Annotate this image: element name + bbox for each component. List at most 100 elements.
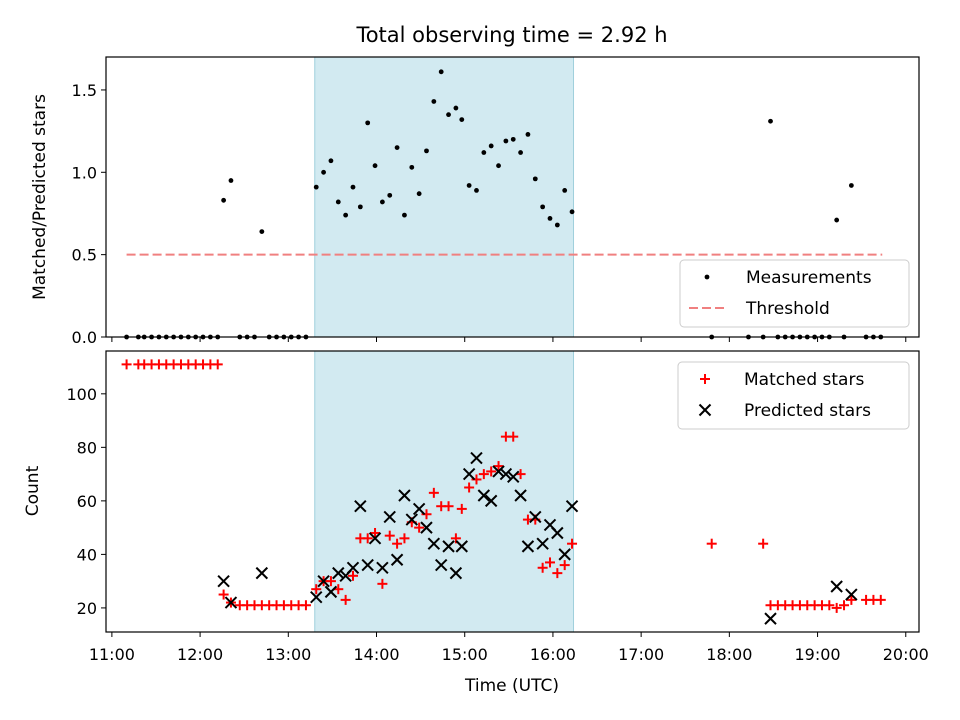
predicted-point	[455, 540, 468, 553]
data-point	[848, 183, 854, 188]
data-point	[532, 176, 538, 182]
matched-point	[706, 538, 717, 549]
data-point	[562, 188, 568, 193]
matched-point	[831, 602, 842, 613]
data-point	[446, 112, 451, 118]
data-point	[547, 216, 553, 221]
predicted-point	[514, 489, 527, 502]
matched-point	[544, 557, 555, 568]
data-point	[518, 150, 523, 155]
legend-marker	[704, 274, 710, 280]
predicted-point-b	[514, 489, 527, 502]
bottom-panel-counts: 20 40 60 80 100 11:00 12:00 13:00 14:00 15:00 16:0…	[66, 350, 929, 664]
predicted-point	[368, 532, 382, 545]
data-point	[321, 169, 326, 175]
data-point	[459, 117, 465, 122]
predicted-point-b	[442, 540, 455, 553]
predicted-point-b	[310, 591, 323, 604]
y-tick-label: 1.5	[72, 81, 97, 100]
matched-point	[567, 538, 578, 549]
predicted-point-b	[368, 532, 382, 545]
x-tick-label: 16:00	[530, 645, 576, 664]
axes-frame	[105, 56, 920, 338]
y-tick-label: 60	[77, 492, 97, 511]
predicted-point	[521, 540, 535, 553]
predicted-point-b	[462, 467, 476, 481]
legend-marker-b	[698, 403, 712, 417]
predicted-point-b	[434, 558, 448, 572]
data-point	[481, 150, 487, 155]
predicted-point	[492, 465, 505, 478]
legend-label: Measurements	[746, 268, 872, 288]
predicted-point	[317, 574, 330, 588]
matched-point	[839, 600, 850, 611]
predicted-point	[255, 566, 269, 580]
predicted-point	[412, 502, 426, 516]
predicted-point-b	[492, 465, 505, 478]
matched-point	[340, 594, 351, 605]
matched-point	[464, 482, 475, 493]
legend-label: Threshold	[745, 299, 830, 319]
x-tick-label: 15:00	[442, 645, 488, 664]
x-tick-label: 13:00	[265, 645, 311, 664]
data-point	[510, 136, 516, 142]
predicted-point	[376, 561, 389, 574]
series-measurements	[124, 69, 884, 340]
legend: Matched stars Predicted stars	[677, 361, 910, 430]
predicted-point	[324, 585, 338, 599]
axes-frame	[105, 350, 920, 633]
x-tick-label: 12:00	[177, 645, 223, 664]
predicted-point	[551, 526, 564, 540]
matched-point	[508, 431, 519, 442]
predicted-point-b	[830, 580, 843, 593]
predicted-point-b	[565, 500, 579, 513]
matched-point	[377, 578, 388, 589]
data-point	[335, 199, 341, 205]
data-point	[350, 184, 356, 190]
y-tick-label: 40	[77, 545, 97, 564]
predicted-point-b	[521, 540, 535, 553]
data-point	[357, 204, 363, 210]
predicted-point	[499, 467, 513, 481]
predicted-point	[470, 451, 483, 465]
x-tick-label: 20:00	[883, 645, 929, 664]
predicted-point-b	[354, 500, 367, 513]
predicted-point	[830, 580, 843, 593]
data-point	[503, 138, 509, 144]
data-point	[313, 184, 319, 190]
predicted-point	[224, 596, 238, 609]
matched-point	[325, 576, 336, 587]
data-point	[228, 178, 234, 183]
predicted-point-b	[499, 467, 513, 481]
predicted-point-b	[455, 540, 468, 553]
matched-point	[552, 568, 563, 579]
predicted-point-b	[543, 518, 557, 532]
legend-label: Predicted stars	[744, 401, 871, 421]
bottom-y-axis-label: Count	[23, 465, 43, 516]
matched-point	[428, 487, 439, 498]
predicted-point-b	[507, 470, 520, 483]
top-panel-ratio: 0.0 0.5 1.0 1.5 Measurements Threshold	[72, 56, 920, 347]
matched-point	[392, 538, 403, 549]
data-point	[488, 143, 494, 149]
matched-point	[493, 461, 504, 472]
data-point	[416, 191, 422, 197]
data-point	[525, 132, 531, 137]
predicted-point	[442, 540, 455, 553]
data-point	[431, 99, 437, 104]
data-point	[554, 222, 560, 228]
predicted-point	[507, 470, 520, 483]
matched-point	[456, 503, 467, 514]
data-point	[402, 212, 407, 218]
matched-point	[824, 600, 835, 611]
predicted-point	[310, 591, 323, 604]
matched-point	[559, 560, 570, 571]
predicted-point	[217, 574, 230, 588]
predicted-point-b	[224, 596, 238, 609]
predicted-point	[529, 510, 542, 524]
x-tick-label: 19:00	[795, 645, 841, 664]
predicted-point	[536, 537, 549, 550]
data-point	[768, 118, 773, 124]
data-point	[424, 148, 429, 154]
predicted-point-b	[390, 553, 404, 566]
